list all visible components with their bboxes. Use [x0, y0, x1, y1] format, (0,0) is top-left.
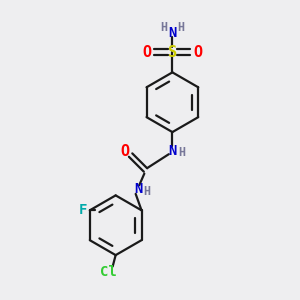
Text: H: H [178, 146, 185, 159]
Text: Cl: Cl [100, 265, 117, 278]
Text: O: O [121, 144, 130, 159]
Text: N: N [134, 182, 142, 197]
Text: N: N [168, 26, 177, 40]
Text: O: O [142, 45, 151, 60]
Text: F: F [79, 203, 87, 217]
Text: H: H [143, 185, 151, 198]
Text: N: N [168, 144, 177, 158]
Text: O: O [194, 45, 202, 60]
Text: S: S [168, 45, 177, 60]
Text: H: H [160, 21, 168, 34]
Text: H: H [177, 21, 184, 34]
